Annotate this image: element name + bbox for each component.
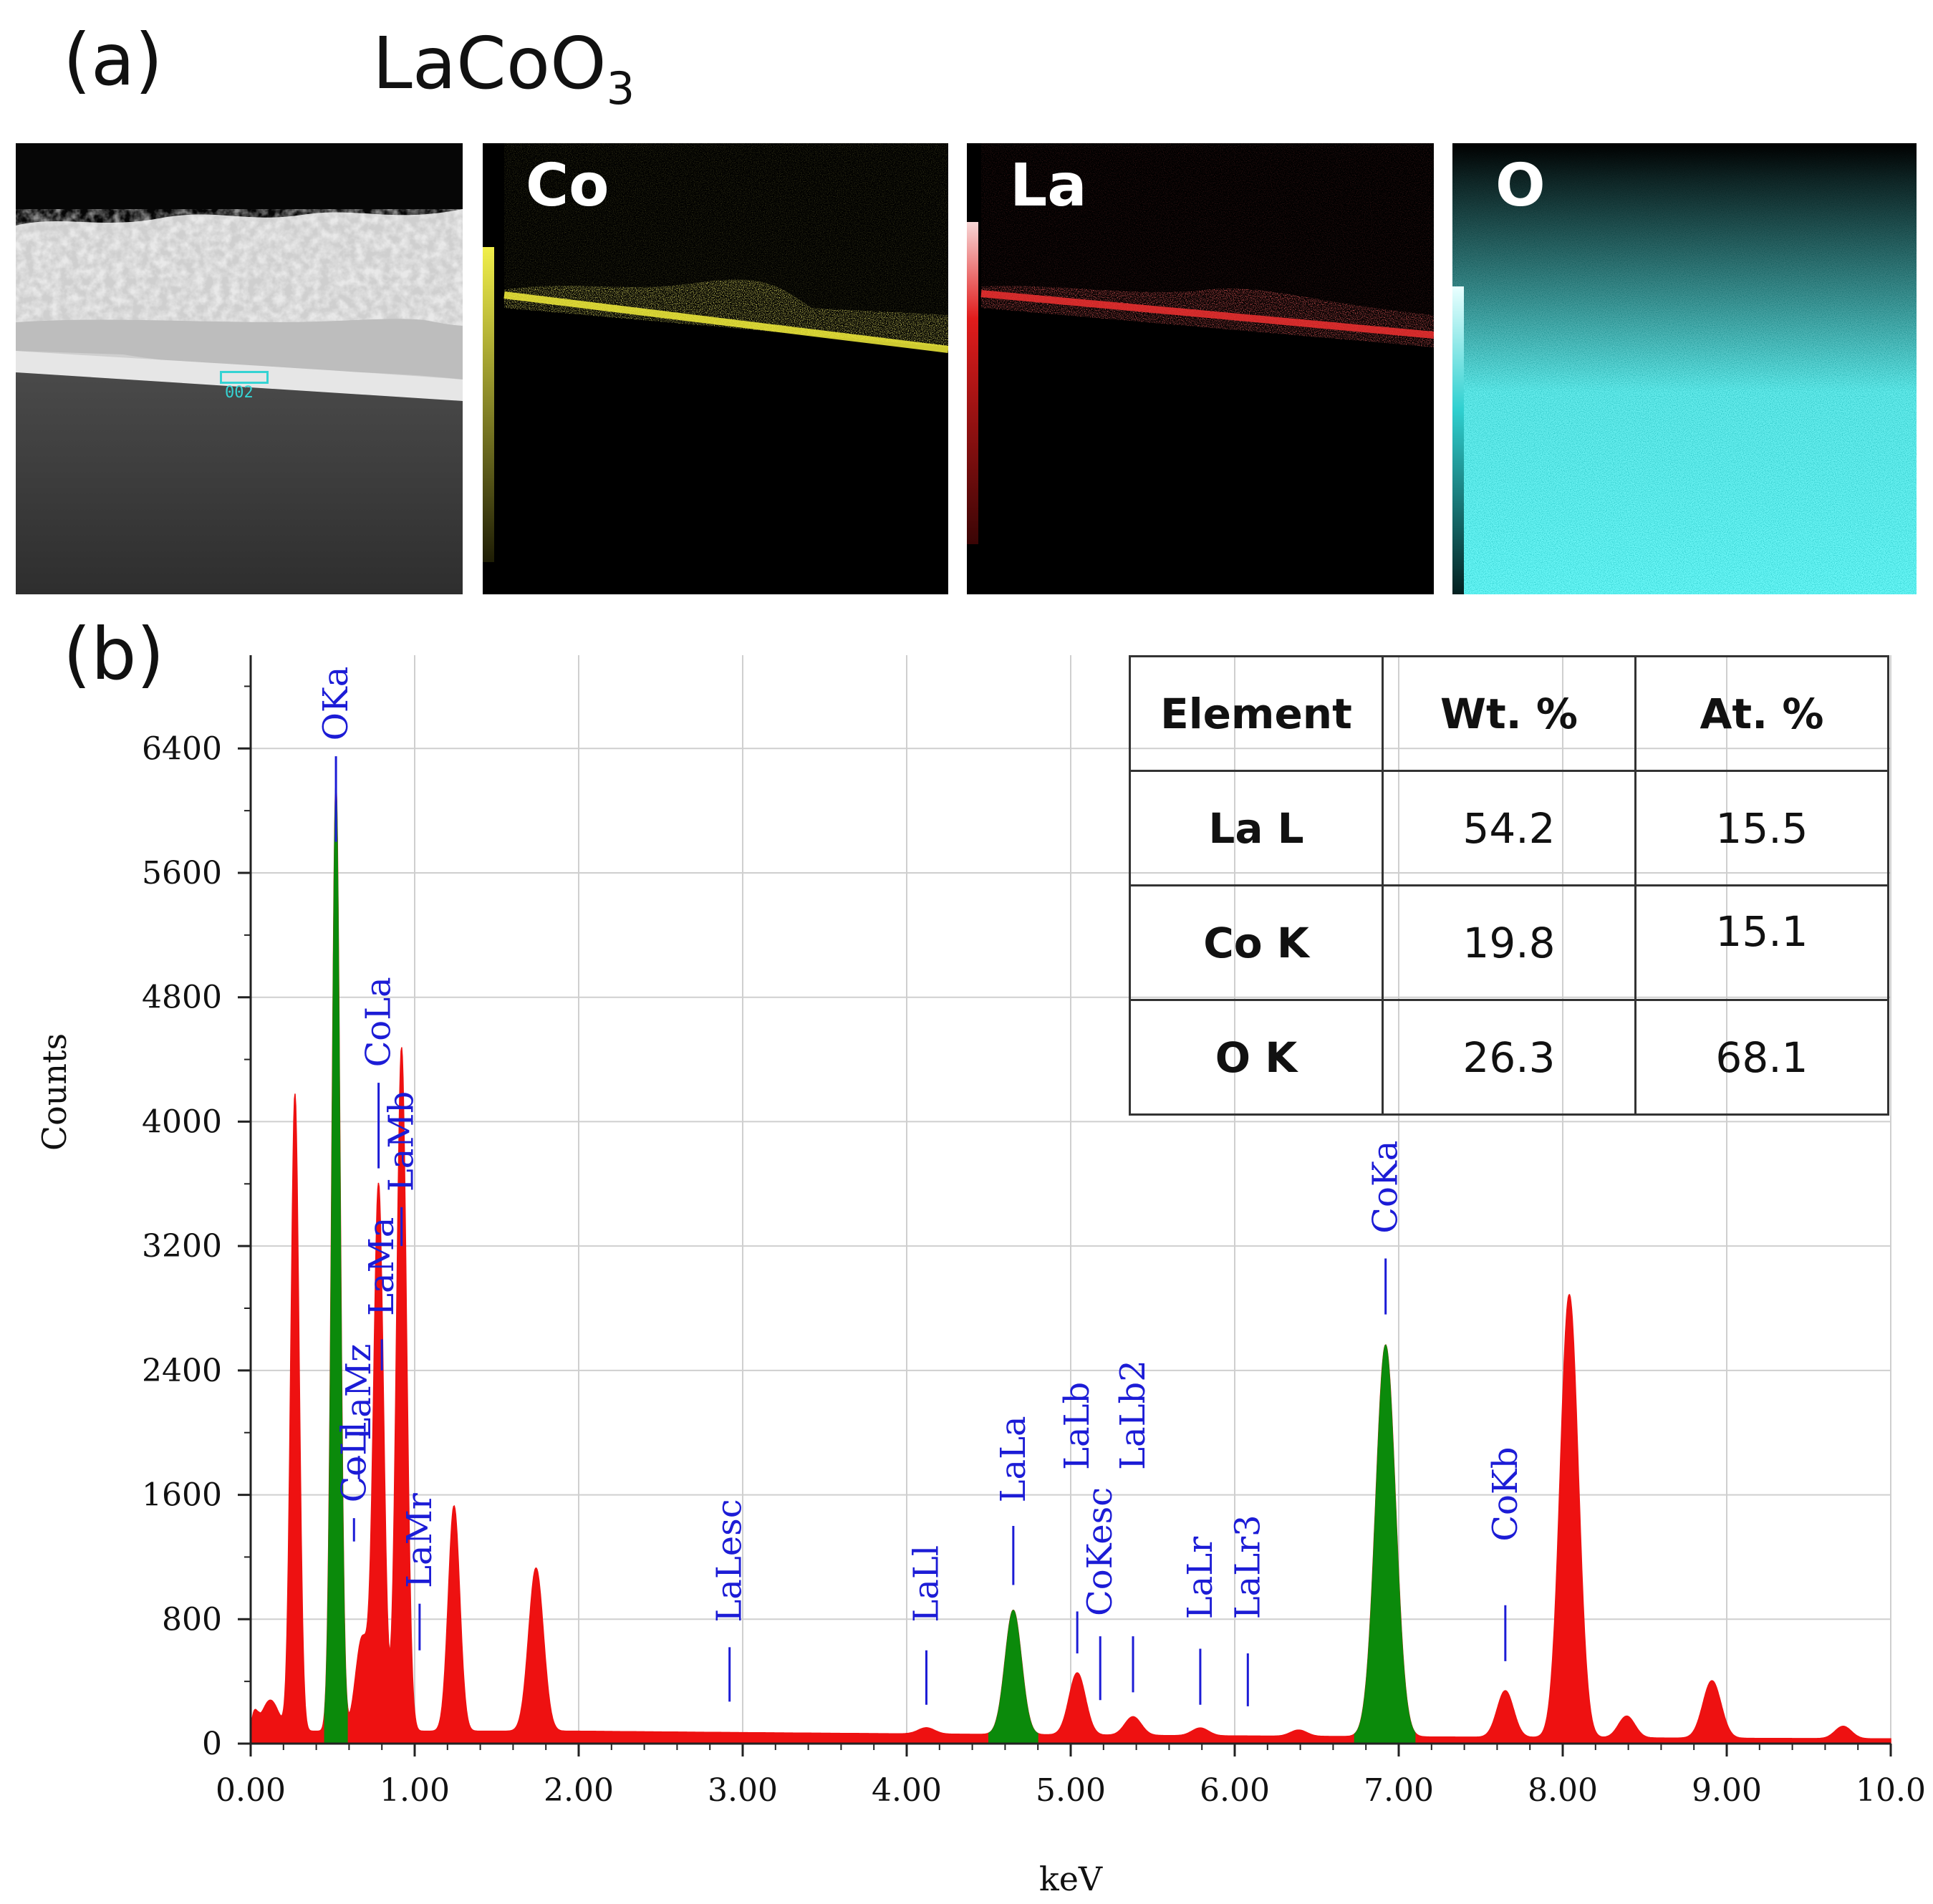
x-axis-label: keV: [1039, 1860, 1103, 1898]
compound-formula: LaCoO3: [372, 21, 635, 115]
peak-label: CoLa: [359, 977, 399, 1067]
o-map: O: [1452, 143, 1917, 594]
table-row: La L 54.2 15.5: [1129, 770, 1889, 886]
roi-label: 002: [225, 384, 254, 402]
highlight-peak-CoKa: [1354, 1344, 1416, 1744]
spectrum-area: [250, 783, 1891, 1744]
composition-table: Element Wt. % At. % La L 54.2 15.5 Co K …: [1129, 655, 1889, 1116]
table-row: Co K 19.8 15.1: [1129, 884, 1889, 1001]
y-tick-label: 4000: [142, 1103, 222, 1140]
x-tick-label: 9.00: [1692, 1772, 1762, 1809]
la-map-svg: [967, 143, 1434, 594]
co-map: Co: [483, 143, 948, 594]
table-cell-at: 68.1: [1634, 999, 1889, 1116]
compound-formula-subscript: 3: [606, 62, 635, 115]
peak-label: LaLesc: [710, 1499, 750, 1622]
table-header-row: Element Wt. % At. %: [1129, 655, 1889, 772]
highlight-peak-OKa: [324, 781, 348, 1744]
co-scale-bar: [483, 247, 494, 562]
y-tick-label: 4800: [142, 980, 222, 1016]
table-cell-at: 15.1: [1634, 884, 1889, 1001]
la-map-title: La: [1010, 152, 1087, 220]
la-map: La: [967, 143, 1434, 594]
peak-label: LaMz: [339, 1344, 379, 1441]
roi-box: [220, 371, 269, 384]
table-cell-element: La L: [1129, 770, 1384, 886]
table-header: Element: [1129, 655, 1384, 772]
y-tick-label: 1600: [142, 1477, 222, 1514]
data-layer: [250, 781, 1891, 1744]
highlight-peak-LaLa: [988, 1610, 1038, 1744]
x-tick-label: 10.0: [1856, 1772, 1926, 1809]
peak-label: LaLb2: [1113, 1360, 1153, 1470]
y-tick-label: 6400: [142, 730, 222, 767]
panel-a-label: (a): [63, 18, 163, 102]
haadf-image-svg: [16, 143, 463, 594]
axis-layer: 0.00 1.00 2.00 3.00 4.00 5.00 6.00 7.00 8.00 9.00…: [35, 655, 1926, 1898]
table-header: At. %: [1634, 655, 1889, 772]
x-tick-label: 4.00: [872, 1772, 942, 1809]
y-axis-label: Counts: [35, 1033, 74, 1151]
peak-label: LaMb: [382, 1091, 422, 1192]
substrate: [16, 372, 463, 594]
peak-label: LaLr: [1180, 1537, 1220, 1619]
table-cell-wt: 19.8: [1382, 884, 1636, 1001]
table-cell-element: O K: [1129, 999, 1384, 1116]
peak-label: LaLr3: [1228, 1514, 1268, 1619]
la-scale-bar: [967, 222, 978, 544]
panel-b-label: (b): [63, 612, 165, 696]
table-header: Wt. %: [1382, 655, 1636, 772]
y-tick-label: 5600: [142, 855, 222, 891]
o-map-svg: [1452, 143, 1917, 594]
peak-label: CoKa: [1366, 1141, 1406, 1234]
x-tick-label: 1.00: [380, 1772, 450, 1809]
peak-label: CoLl: [334, 1422, 374, 1503]
x-tick-label: 0.00: [216, 1772, 286, 1809]
table-cell-element: Co K: [1129, 884, 1384, 1001]
peak-label: OKa: [316, 667, 356, 741]
y-tick-label: 0: [202, 1726, 222, 1762]
table-cell-at-value: 15.1: [1715, 907, 1808, 956]
peak-label: CoKb: [1485, 1446, 1525, 1541]
o-scale-bar: [1452, 286, 1464, 594]
y-tick-label: 800: [162, 1601, 222, 1638]
compound-formula-base: LaCoO: [372, 21, 607, 105]
table-cell-wt: 26.3: [1382, 999, 1636, 1116]
peak-label: LaLl: [906, 1545, 946, 1623]
table-cell-wt: 54.2: [1382, 770, 1636, 886]
x-tick-label: 6.00: [1200, 1772, 1270, 1809]
peak-label: LaLa: [993, 1416, 1033, 1502]
peak-label: LaMa: [362, 1217, 402, 1316]
y-tick-label: 3200: [142, 1228, 222, 1265]
o-map-title: O: [1495, 152, 1546, 220]
co-map-svg: [483, 143, 948, 594]
haadf-image: 002: [16, 143, 463, 594]
table-row: O K 26.3 68.1: [1129, 999, 1889, 1116]
x-tick-label: 3.00: [708, 1772, 778, 1809]
peak-label: LaLb: [1057, 1382, 1097, 1470]
x-tick-label: 5.00: [1036, 1772, 1106, 1809]
x-tick-label: 7.00: [1364, 1772, 1434, 1809]
table-cell-at: 15.5: [1634, 770, 1889, 886]
y-tick-label: 2400: [142, 1353, 222, 1389]
co-map-title: Co: [526, 152, 609, 220]
x-tick-label: 8.00: [1528, 1772, 1598, 1809]
peak-label: LaMr: [400, 1493, 440, 1588]
peak-label: CoKesc: [1080, 1487, 1120, 1616]
x-tick-label: 2.00: [544, 1772, 614, 1809]
